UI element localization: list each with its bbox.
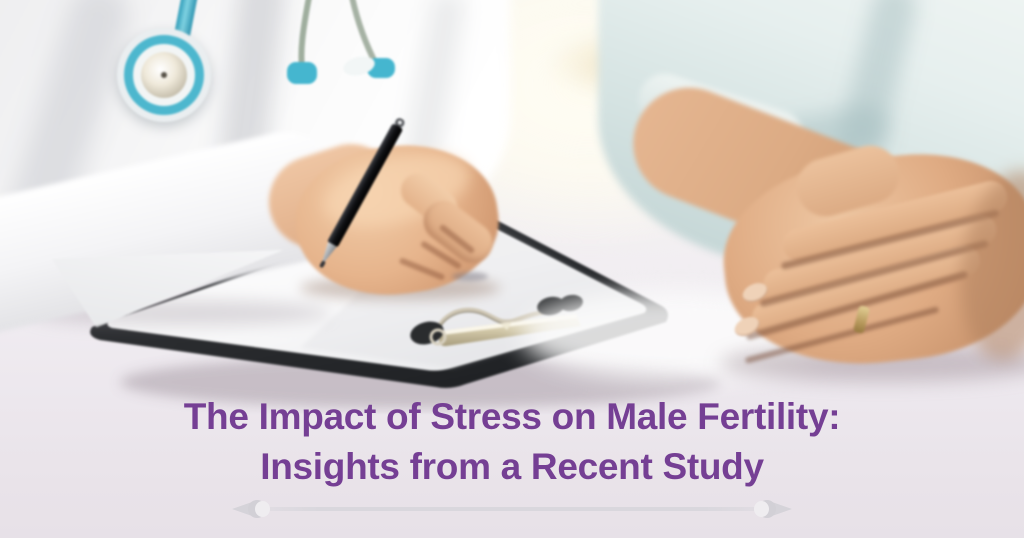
clip-wire — [433, 307, 555, 339]
divider-ornament-right — [748, 498, 792, 520]
stethoscope-y-tube — [287, 0, 395, 84]
article-title: The Impact of Stress on Male Fertility: … — [0, 392, 1024, 492]
pen-nib — [319, 260, 326, 269]
pen-shadow — [452, 272, 488, 281]
clip-notch — [500, 322, 512, 330]
crescent-icon — [758, 500, 776, 518]
stethoscope-center-dot — [161, 72, 167, 78]
crescent-icon — [248, 500, 270, 518]
divider-ornament-left — [232, 498, 276, 520]
clip-wire-hook — [429, 328, 447, 346]
clip-clamp-left — [410, 321, 444, 345]
ornamental-divider — [232, 498, 792, 520]
title-line-2: Insights from a Recent Study — [260, 446, 764, 487]
divider-line — [258, 507, 766, 511]
stethoscope-chestpiece — [117, 28, 211, 122]
title-line-1: The Impact of Stress on Male Fertility: — [183, 396, 841, 437]
